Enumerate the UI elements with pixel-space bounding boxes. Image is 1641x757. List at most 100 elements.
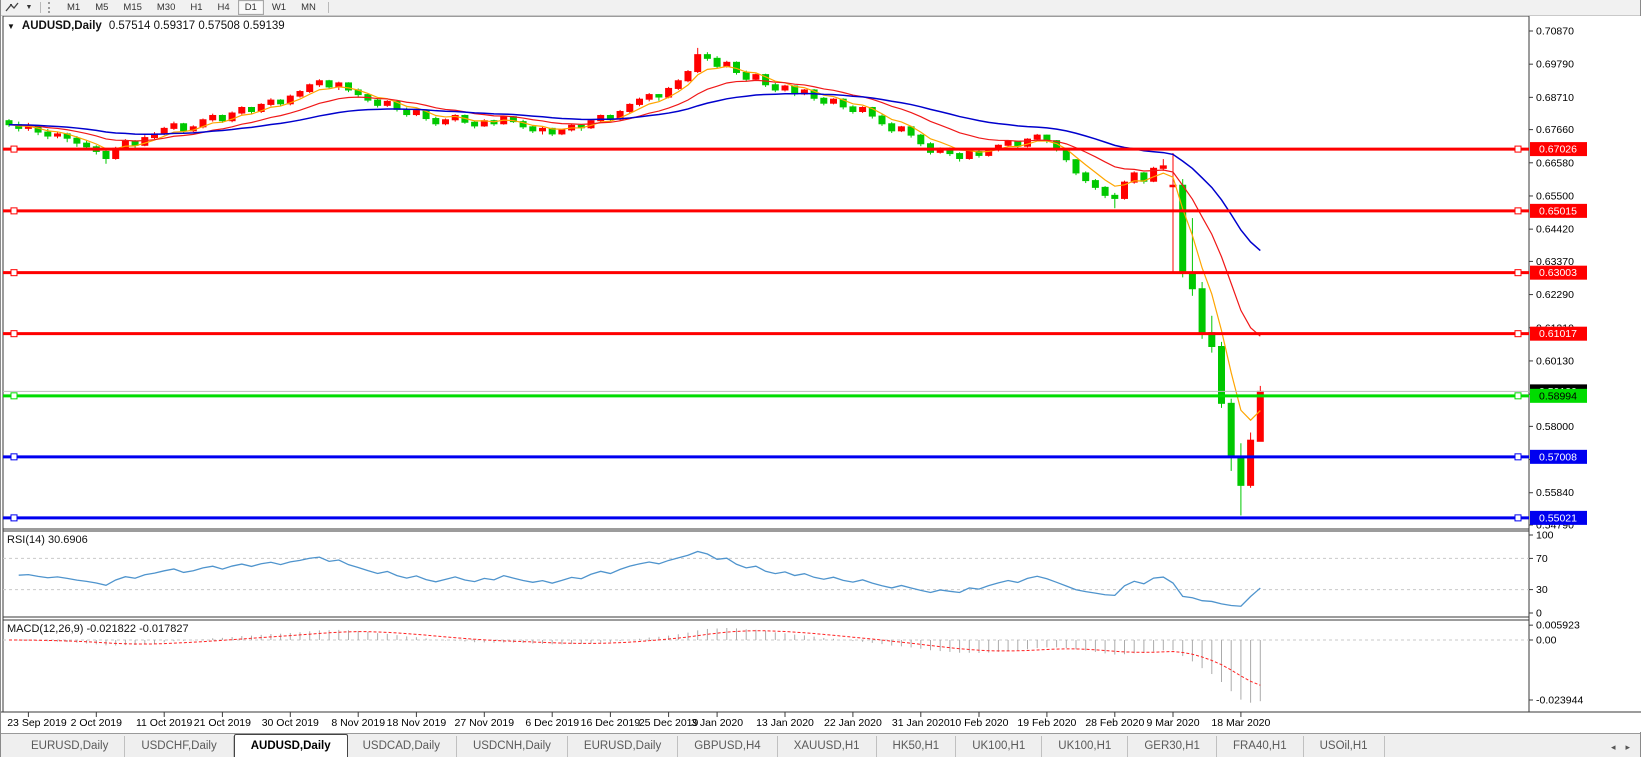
chart-tab[interactable]: EURUSD,Daily	[568, 736, 679, 757]
chart-dropdown-caret-icon[interactable]: ▼	[7, 21, 15, 31]
timeframe-button-w1[interactable]: W1	[271, 2, 287, 13]
svg-text:0.67026: 0.67026	[1539, 144, 1577, 156]
svg-text:0.67660: 0.67660	[1536, 124, 1574, 136]
date-tick-label: 18 Mar 2020	[1211, 717, 1270, 729]
date-tick-label: 23 Sep 2019	[7, 717, 67, 729]
hline-objects	[3, 142, 1587, 525]
timeframe-toolbar: ▼ M1 M5 M15 M30 H1 H4 D1 W1 MN	[1, 0, 1640, 16]
chart-tab[interactable]: GBPUSD,H4	[678, 736, 778, 757]
svg-text:0.005923: 0.005923	[1536, 620, 1580, 632]
rsi-line	[18, 550, 1261, 607]
date-tick-label: 6 Dec 2019	[525, 717, 579, 729]
svg-text:0.58994: 0.58994	[1539, 390, 1577, 402]
svg-text:0.55021: 0.55021	[1539, 512, 1577, 524]
svg-text:0.69790: 0.69790	[1536, 59, 1574, 71]
date-tick-label: 21 Oct 2019	[194, 717, 251, 729]
svg-text:0.58000: 0.58000	[1536, 421, 1574, 433]
date-tick-label: 3 Jan 2020	[691, 717, 743, 729]
timeframe-button-d1[interactable]: D1	[237, 0, 264, 15]
hline-handle	[10, 269, 18, 277]
hline-handle	[1514, 207, 1522, 215]
date-tick-label: 11 Oct 2019	[136, 717, 193, 729]
toolbar-separator	[327, 2, 329, 13]
date-tick-label: 9 Mar 2020	[1146, 717, 1199, 729]
date-axis	[27, 712, 1242, 717]
hline-price-badge	[1530, 142, 1587, 157]
svg-text:0.62290: 0.62290	[1536, 289, 1574, 301]
date-tick-label: 18 Nov 2019	[387, 717, 447, 729]
hline-handle	[10, 514, 18, 522]
svg-text:-0.023944: -0.023944	[1536, 695, 1583, 707]
svg-text:0.63003: 0.63003	[1539, 267, 1577, 279]
hline-handle	[10, 207, 18, 215]
svg-text:0.70870: 0.70870	[1536, 26, 1574, 38]
chart-tab[interactable]: USDCNH,Daily	[457, 736, 568, 757]
timeframe-button-m30[interactable]: M30	[156, 2, 176, 13]
svg-text:30: 30	[1536, 584, 1548, 596]
chevron-down-icon[interactable]: ▼	[25, 4, 33, 11]
chart-tab[interactable]: USOil,H1	[1304, 736, 1385, 757]
date-tick-label: 27 Nov 2019	[455, 717, 515, 729]
hline-handle	[10, 145, 18, 153]
date-tick-label: 8 Nov 2019	[331, 717, 385, 729]
chart-tab[interactable]: USDCHF,Daily	[125, 736, 234, 757]
svg-text:0.63370: 0.63370	[1536, 256, 1574, 268]
svg-text:0.00: 0.00	[1536, 635, 1557, 647]
date-tick-label: 13 Jan 2020	[756, 717, 814, 729]
date-tick-label: 31 Jan 2020	[892, 717, 950, 729]
hline-handle	[10, 330, 18, 338]
chart-tab[interactable]: USDCAD,Daily	[347, 736, 457, 757]
hline-handle	[10, 392, 18, 400]
timeframe-button-h4[interactable]: H4	[217, 2, 230, 13]
chart-tab[interactable]: EURUSD,Daily	[15, 736, 126, 757]
chart-tab[interactable]: XAUUSD,H1	[778, 736, 877, 757]
timeframe-button-h1[interactable]: H1	[190, 2, 203, 13]
chart-tab[interactable]: HK50,H1	[877, 736, 957, 757]
hline-handle	[1514, 145, 1522, 153]
macd-indicator-label: MACD(12,26,9) -0.021822 -0.017827	[7, 623, 189, 635]
macd-signal-line	[8, 630, 1261, 686]
svg-text:0.68710: 0.68710	[1536, 92, 1574, 104]
hline-handle	[10, 453, 18, 461]
chart-tabbar: EURUSD,Daily USDCHF,Daily AUDUSD,Daily USDC…	[1, 733, 1640, 757]
timeframe-button-mn[interactable]: MN	[301, 2, 316, 13]
hline-price-badge	[1530, 326, 1587, 341]
svg-text:100: 100	[1536, 530, 1554, 542]
macd-histogram	[18, 627, 1261, 703]
hline-handle	[1514, 392, 1522, 400]
timeframe-button-m1[interactable]: M1	[67, 2, 81, 13]
rsi-indicator-label: RSI(14) 30.6906	[7, 534, 88, 546]
hline-handle	[1514, 269, 1522, 277]
chart-tab[interactable]: AUDUSD,Daily	[233, 734, 348, 757]
date-tick-label: 2 Oct 2019	[71, 717, 123, 729]
hline-price-badge	[1530, 388, 1587, 403]
svg-text:0.64420: 0.64420	[1536, 224, 1574, 236]
chart-tab[interactable]: GER30,H1	[1128, 736, 1217, 757]
svg-text:0.60130: 0.60130	[1536, 355, 1574, 367]
hline-handle	[1514, 514, 1522, 522]
date-tick-label: 28 Feb 2020	[1085, 717, 1144, 729]
date-tick-label: 16 Dec 2019	[581, 717, 641, 729]
timeframe-button-m5[interactable]: M5	[95, 2, 109, 13]
chart-symbol-label: AUDUSD,Daily	[21, 20, 102, 32]
hline-price-badge	[1530, 265, 1587, 280]
svg-text:70: 70	[1536, 553, 1548, 565]
chart-tab[interactable]: FRA40,H1	[1217, 736, 1304, 757]
tab-scroll-left-button[interactable]: ◂	[1610, 742, 1616, 752]
chart-ohlc-values: 0.57514 0.59317 0.57508 0.59139	[108, 20, 285, 32]
svg-text:0.61017: 0.61017	[1539, 328, 1577, 340]
timeframe-button-m15[interactable]: M15	[123, 2, 142, 13]
hline-price-badge	[1530, 203, 1587, 218]
date-tick-label: 10 Feb 2020	[950, 717, 1009, 729]
svg-text:0.66580: 0.66580	[1536, 157, 1574, 169]
toolbar-grip[interactable]	[48, 2, 54, 13]
svg-text:0.65500: 0.65500	[1536, 190, 1574, 202]
chart-cursor-icon[interactable]	[3, 2, 21, 14]
chart-tab[interactable]: UK100,H1	[956, 736, 1043, 757]
hline-price-badge	[1530, 510, 1587, 525]
hline-price-badge	[1530, 449, 1587, 464]
tab-scroll-right-button[interactable]: ▸	[1625, 742, 1630, 752]
chart-tab[interactable]: UK100,H1	[1042, 736, 1129, 757]
